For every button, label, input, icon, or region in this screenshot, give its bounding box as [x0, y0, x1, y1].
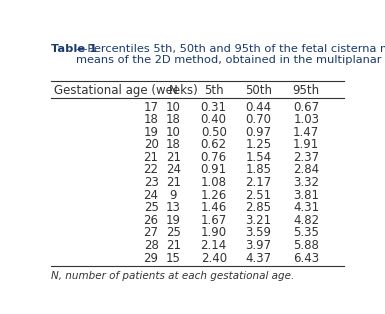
Text: 21: 21 — [144, 151, 159, 164]
Text: 1.91: 1.91 — [293, 138, 319, 151]
Text: 21: 21 — [166, 239, 181, 252]
Text: 19: 19 — [144, 126, 159, 139]
Text: 5.35: 5.35 — [293, 226, 319, 240]
Text: 0.44: 0.44 — [245, 100, 271, 114]
Text: 9: 9 — [170, 189, 177, 202]
Text: 1.46: 1.46 — [201, 201, 227, 214]
Text: N, number of patients at each gestational age.: N, number of patients at each gestationa… — [51, 271, 295, 280]
Text: 4.82: 4.82 — [293, 214, 319, 227]
Text: 0.50: 0.50 — [201, 126, 227, 139]
Text: 13: 13 — [166, 201, 181, 214]
Text: 21: 21 — [166, 176, 181, 189]
Text: 25: 25 — [166, 226, 181, 240]
Text: 0.76: 0.76 — [201, 151, 227, 164]
Text: N: N — [169, 84, 178, 97]
Text: 22: 22 — [144, 164, 159, 176]
Text: 3.59: 3.59 — [246, 226, 271, 240]
Text: 10: 10 — [166, 126, 181, 139]
Text: 0.67: 0.67 — [293, 100, 319, 114]
Text: 27: 27 — [144, 226, 159, 240]
Text: 18: 18 — [166, 113, 181, 126]
Text: 24: 24 — [166, 164, 181, 176]
Text: 4.31: 4.31 — [293, 201, 319, 214]
Text: Gestational age (weeks): Gestational age (weeks) — [54, 84, 198, 97]
Text: Table 1: Table 1 — [51, 44, 97, 54]
Text: 2.17: 2.17 — [245, 176, 271, 189]
Text: 2.85: 2.85 — [246, 201, 271, 214]
Text: 0.91: 0.91 — [201, 164, 227, 176]
Text: 6.43: 6.43 — [293, 252, 319, 265]
Text: 2.51: 2.51 — [245, 189, 271, 202]
Text: 2.84: 2.84 — [293, 164, 319, 176]
Text: 18: 18 — [166, 138, 181, 151]
Text: 1.85: 1.85 — [246, 164, 271, 176]
Text: 0.97: 0.97 — [245, 126, 271, 139]
Text: 0.40: 0.40 — [201, 113, 227, 126]
Text: 1.08: 1.08 — [201, 176, 227, 189]
Text: 26: 26 — [144, 214, 159, 227]
Text: 18: 18 — [144, 113, 159, 126]
Text: 23: 23 — [144, 176, 159, 189]
Text: 24: 24 — [144, 189, 159, 202]
Text: 19: 19 — [166, 214, 181, 227]
Text: 3.32: 3.32 — [293, 176, 319, 189]
Text: 1.25: 1.25 — [245, 138, 271, 151]
Text: 2.14: 2.14 — [201, 239, 227, 252]
Text: 10: 10 — [166, 100, 181, 114]
Text: 1.47: 1.47 — [293, 126, 319, 139]
Text: —Percentiles 5th, 50th and 95th of the fetal cisterna magna (cm³) by
means of th: —Percentiles 5th, 50th and 95th of the f… — [75, 44, 385, 65]
Text: 0.70: 0.70 — [246, 113, 271, 126]
Text: 17: 17 — [144, 100, 159, 114]
Text: 0.62: 0.62 — [201, 138, 227, 151]
Text: 50th: 50th — [245, 84, 272, 97]
Text: 20: 20 — [144, 138, 159, 151]
Text: 3.97: 3.97 — [245, 239, 271, 252]
Text: 28: 28 — [144, 239, 159, 252]
Text: 21: 21 — [166, 151, 181, 164]
Text: 2.40: 2.40 — [201, 252, 227, 265]
Text: 25: 25 — [144, 201, 159, 214]
Text: 29: 29 — [144, 252, 159, 265]
Text: 1.03: 1.03 — [293, 113, 319, 126]
Text: 3.21: 3.21 — [245, 214, 271, 227]
Text: 1.54: 1.54 — [245, 151, 271, 164]
Text: 95th: 95th — [293, 84, 320, 97]
Text: 5.88: 5.88 — [293, 239, 319, 252]
Text: 15: 15 — [166, 252, 181, 265]
Text: 5th: 5th — [204, 84, 224, 97]
Text: 1.90: 1.90 — [201, 226, 227, 240]
Text: 3.81: 3.81 — [293, 189, 319, 202]
Text: 2.37: 2.37 — [293, 151, 319, 164]
Text: 1.26: 1.26 — [201, 189, 227, 202]
Text: 4.37: 4.37 — [245, 252, 271, 265]
Text: 1.67: 1.67 — [201, 214, 227, 227]
Text: 0.31: 0.31 — [201, 100, 227, 114]
